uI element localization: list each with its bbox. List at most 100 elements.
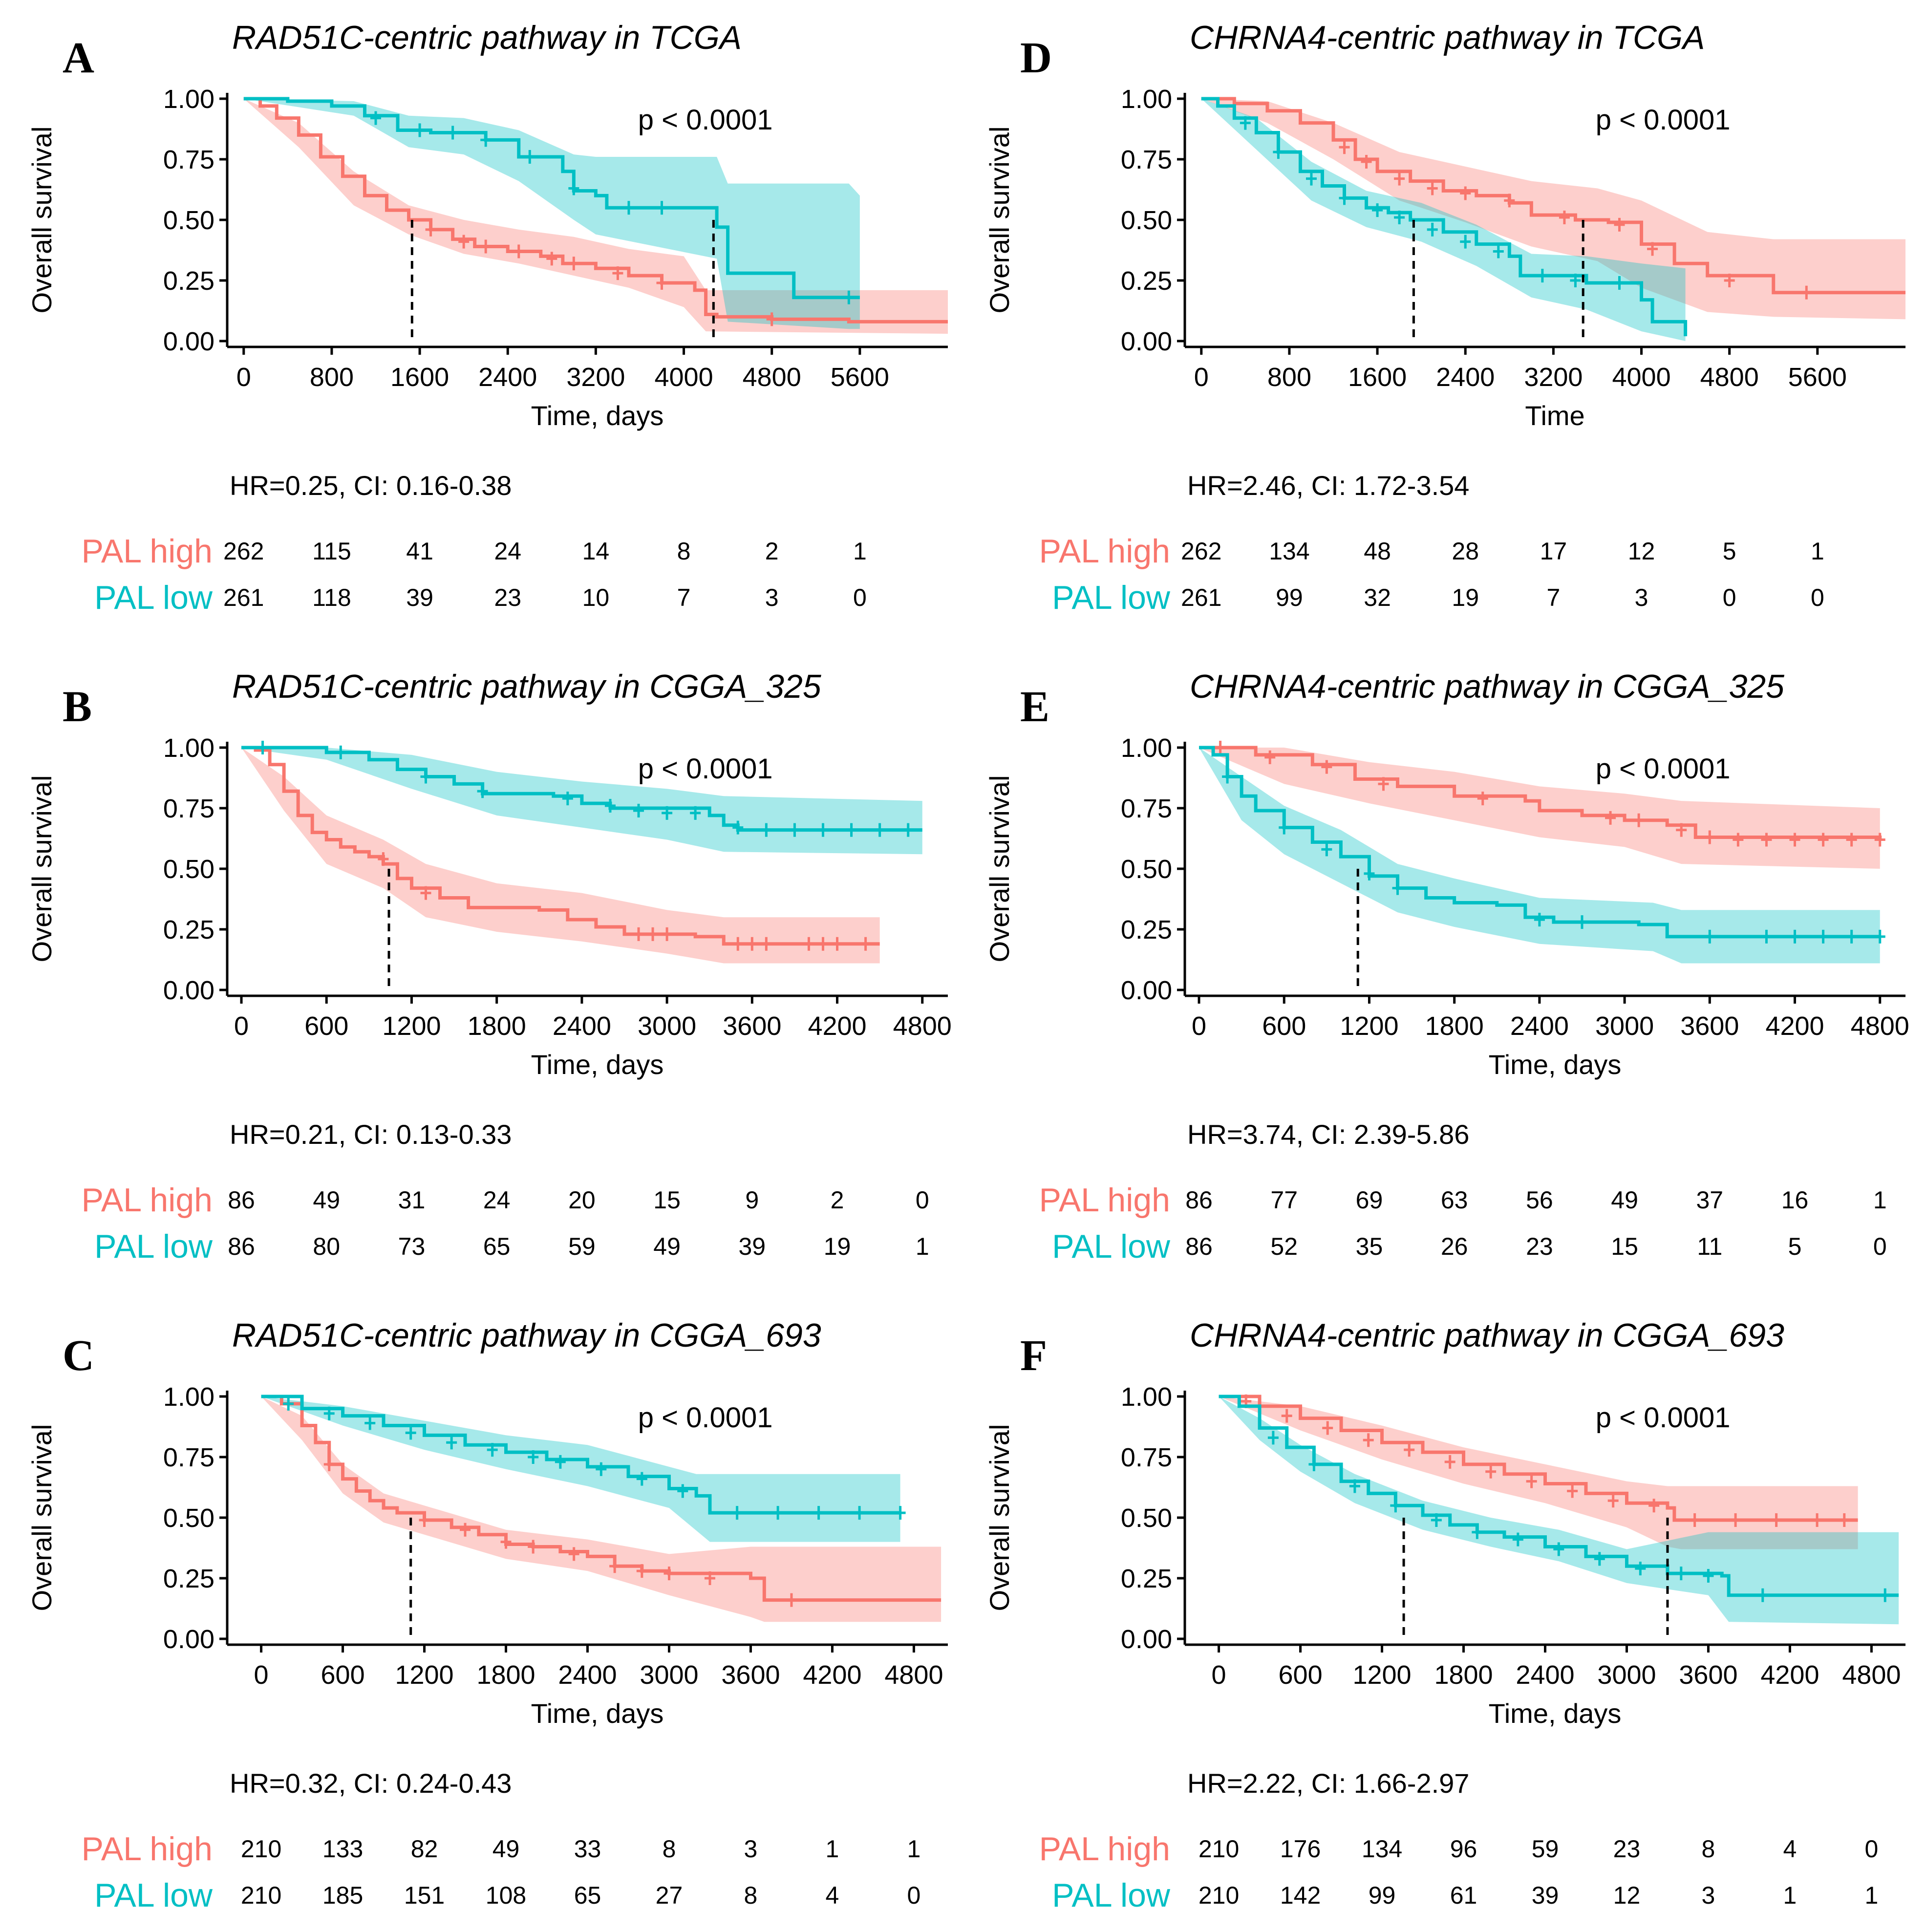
censor-mark bbox=[1477, 792, 1488, 806]
risk-count: 262 bbox=[1181, 537, 1221, 565]
censor-mark bbox=[405, 1426, 416, 1440]
censor-mark bbox=[1460, 186, 1471, 200]
x-tick-label: 1800 bbox=[1434, 1660, 1493, 1690]
censor-mark bbox=[1567, 1484, 1578, 1498]
censor-mark bbox=[1267, 1431, 1279, 1445]
risk-count: 0 bbox=[1811, 584, 1824, 611]
censor-mark bbox=[1635, 1562, 1646, 1576]
censor-mark bbox=[1322, 1421, 1333, 1435]
x-tick-label: 4800 bbox=[1842, 1660, 1901, 1690]
risk-count: 1 bbox=[1783, 1882, 1797, 1909]
x-tick-label: 4000 bbox=[654, 363, 713, 392]
y-tick-label: 0.75 bbox=[163, 794, 214, 823]
risk-count: 134 bbox=[1362, 1835, 1402, 1863]
x-tick-label: 1800 bbox=[476, 1660, 535, 1690]
risk-count: 4 bbox=[826, 1882, 839, 1909]
risk-count: 1 bbox=[907, 1835, 921, 1863]
censor-mark bbox=[1427, 181, 1438, 195]
censor-mark bbox=[568, 1547, 579, 1561]
risk-count: 33 bbox=[574, 1835, 601, 1863]
censor-mark bbox=[609, 1559, 621, 1573]
survival-curve-pal-high bbox=[243, 97, 948, 323]
x-tick-label: 0 bbox=[236, 363, 251, 392]
risk-count: 0 bbox=[1865, 1835, 1879, 1863]
censor-mark bbox=[704, 1571, 715, 1585]
x-tick-label: 0 bbox=[234, 1011, 249, 1041]
censor-mark bbox=[420, 770, 431, 784]
censor-mark bbox=[1559, 211, 1570, 225]
censor-mark bbox=[1339, 140, 1350, 154]
censor-mark bbox=[1472, 1525, 1483, 1539]
censor-mark bbox=[364, 1416, 376, 1430]
y-tick-label: 0.50 bbox=[163, 206, 214, 235]
p-value: p < 0.0001 bbox=[638, 753, 773, 785]
risk-count: 176 bbox=[1280, 1835, 1321, 1863]
risk-count: 4 bbox=[1783, 1835, 1797, 1863]
risk-count: 7 bbox=[677, 584, 691, 611]
censor-mark bbox=[1372, 203, 1383, 217]
risk-count: 56 bbox=[1526, 1186, 1553, 1214]
risk-count: 49 bbox=[492, 1835, 520, 1863]
y-axis-title: Overall survival bbox=[984, 127, 1015, 314]
risk-count: 32 bbox=[1364, 584, 1391, 611]
censor-mark bbox=[772, 1506, 784, 1520]
y-tick-label: 0.50 bbox=[1121, 1503, 1172, 1533]
risk-count: 99 bbox=[1369, 1882, 1396, 1909]
censor-mark bbox=[1281, 1409, 1292, 1423]
risk-count: 27 bbox=[656, 1882, 683, 1909]
risk-count: 37 bbox=[1696, 1186, 1723, 1214]
risk-table-label-pal-low: PAL low bbox=[94, 579, 213, 616]
censor-mark bbox=[562, 792, 573, 806]
censor-mark bbox=[568, 257, 579, 271]
y-axis-title: Overall survival bbox=[26, 1424, 57, 1611]
x-tick-label: 1800 bbox=[468, 1011, 526, 1041]
chart-title: RAD51C-centric pathway in CGGA_693 bbox=[232, 1317, 821, 1354]
censor-mark bbox=[747, 937, 758, 951]
risk-count: 2 bbox=[831, 1186, 844, 1214]
risk-table-label-pal-high: PAL high bbox=[1039, 533, 1170, 570]
risk-count: 261 bbox=[1181, 584, 1221, 611]
x-tick-label: 3200 bbox=[566, 363, 625, 392]
risk-count: 142 bbox=[1280, 1882, 1321, 1909]
risk-count: 86 bbox=[1185, 1233, 1213, 1260]
panel-letter: B bbox=[63, 683, 92, 731]
censor-mark bbox=[378, 852, 389, 866]
risk-count: 1 bbox=[1873, 1186, 1887, 1214]
p-value: p < 0.0001 bbox=[1596, 104, 1731, 136]
panel-d: D CHRNA4-centric pathway in TCGA 0.00 0.25 0… bbox=[984, 19, 1905, 616]
survival-curve-pal-low bbox=[261, 1395, 900, 1515]
censor-mark bbox=[480, 239, 492, 254]
censor-mark bbox=[662, 927, 673, 941]
risk-count: 65 bbox=[574, 1882, 601, 1909]
hazard-ratio: HR=3.74, CI: 2.39-5.86 bbox=[1187, 1119, 1469, 1150]
risk-count: 8 bbox=[677, 537, 691, 565]
censor-mark bbox=[370, 111, 382, 125]
censor-mark bbox=[1553, 1542, 1564, 1556]
x-tick-label: 2400 bbox=[478, 363, 537, 392]
censor-mark bbox=[1349, 1479, 1360, 1493]
panel-a: A RAD51C-centric pathway in TCGA 0.00 0.25 0… bbox=[26, 19, 948, 616]
risk-count: 24 bbox=[494, 537, 521, 565]
censor-mark bbox=[1704, 830, 1715, 844]
y-tick-label: 1.00 bbox=[1121, 85, 1172, 114]
censor-mark bbox=[1648, 1499, 1660, 1513]
risk-count: 9 bbox=[745, 1186, 759, 1214]
risk-count: 115 bbox=[312, 537, 351, 565]
confidence-band-pal-high bbox=[243, 99, 948, 334]
risk-count: 0 bbox=[1873, 1233, 1887, 1260]
p-value: p < 0.0001 bbox=[638, 104, 773, 136]
censor-mark bbox=[1339, 191, 1350, 205]
censor-mark bbox=[1633, 813, 1645, 827]
y-tick-label: 1.00 bbox=[1121, 1382, 1172, 1412]
x-tick-label: 4800 bbox=[1700, 363, 1759, 392]
x-tick-label: 1200 bbox=[1340, 1011, 1398, 1041]
censor-mark bbox=[283, 1396, 294, 1411]
risk-count: 20 bbox=[568, 1186, 596, 1214]
censor-mark bbox=[1404, 1443, 1415, 1457]
x-tick-label: 3000 bbox=[638, 1011, 696, 1041]
censor-mark bbox=[1308, 1457, 1320, 1471]
hazard-ratio: HR=2.22, CI: 1.66-2.97 bbox=[1187, 1768, 1469, 1799]
censor-mark bbox=[633, 803, 644, 817]
censor-mark bbox=[1704, 929, 1715, 944]
risk-count: 77 bbox=[1270, 1186, 1298, 1214]
